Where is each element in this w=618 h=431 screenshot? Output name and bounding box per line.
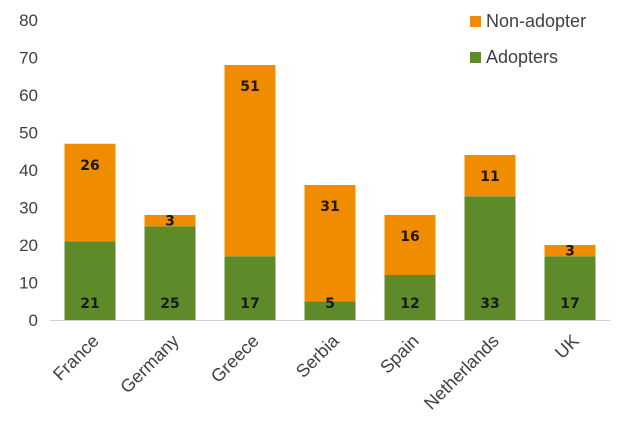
y-tick-label: 20 xyxy=(19,236,38,255)
bar-segment-adopters xyxy=(144,226,196,320)
data-label-non-adopter: 51 xyxy=(240,79,259,95)
x-tick-label: UK xyxy=(551,331,583,363)
y-tick-label: 0 xyxy=(29,311,38,330)
y-tick-label: 70 xyxy=(19,49,38,68)
y-tick-label: 10 xyxy=(19,274,38,293)
bars: 21 26 25 3 17 51 5 31 12 16 33 11 17 3 xyxy=(64,65,596,320)
y-tick-label: 40 xyxy=(19,161,38,180)
legend-swatch xyxy=(470,16,481,27)
x-tick-label: Serbia xyxy=(292,330,344,382)
bar-segment-non-adopter xyxy=(304,185,356,302)
data-label-non-adopter: 16 xyxy=(400,229,419,245)
y-axis: 0 10 20 30 40 50 60 70 80 xyxy=(19,11,38,330)
data-label-non-adopter: 31 xyxy=(320,199,339,215)
x-tick-label: Greece xyxy=(207,331,263,387)
y-tick-label: 50 xyxy=(19,124,38,143)
x-tick-label: Germany xyxy=(116,331,182,397)
bar-segment-adopters xyxy=(464,196,516,320)
data-label-adopters: 17 xyxy=(560,296,579,312)
data-label-adopters: 5 xyxy=(325,296,335,312)
legend-label: Non-adopter xyxy=(486,11,586,31)
bar-segment-non-adopter xyxy=(64,143,116,242)
bar-segment-adopters xyxy=(304,301,356,320)
data-label-adopters: 33 xyxy=(480,296,499,312)
legend-swatch xyxy=(470,52,481,63)
bar-segment-adopters xyxy=(224,256,276,320)
data-label-adopters: 21 xyxy=(80,296,99,312)
bar-segment-non-adopter xyxy=(224,65,276,257)
bar-segment-adopters xyxy=(384,275,436,320)
legend-label: Adopters xyxy=(486,47,558,67)
x-axis: France Germany Greece Serbia SpainNetherland… xyxy=(49,320,610,414)
x-tick-label: Spain xyxy=(376,331,423,378)
y-tick-label: 60 xyxy=(19,86,38,105)
x-tick-label: Netherlands xyxy=(420,331,503,414)
bar-segment-non-adopter xyxy=(544,245,596,257)
data-label-adopters: 12 xyxy=(400,296,419,312)
legend: Non-adopter Adopters xyxy=(470,11,586,67)
y-tick-label: 80 xyxy=(19,11,38,30)
bar-segment-adopters xyxy=(544,256,596,320)
bar-segment-non-adopter xyxy=(464,155,516,197)
x-tick-label: France xyxy=(49,331,103,385)
data-label-non-adopter: 11 xyxy=(480,169,499,185)
data-label-non-adopter: 3 xyxy=(165,214,175,230)
data-label-adopters: 25 xyxy=(160,296,179,312)
data-label-adopters: 17 xyxy=(240,296,259,312)
data-label-non-adopter: 26 xyxy=(80,158,99,174)
y-tick-label: 30 xyxy=(19,199,38,218)
data-label-non-adopter: 3 xyxy=(565,244,575,260)
bar-segment-non-adopter xyxy=(384,215,436,275)
bar-segment-adopters xyxy=(64,241,116,320)
bar-segment-non-adopter xyxy=(144,215,196,227)
